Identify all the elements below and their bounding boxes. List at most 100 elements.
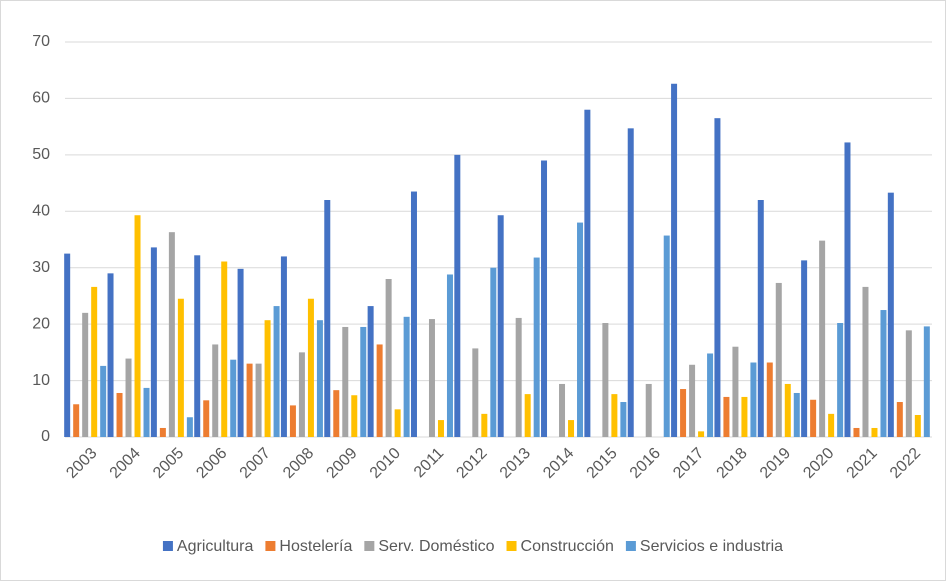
bar [360, 326, 367, 437]
bar [194, 255, 201, 437]
bar [671, 83, 678, 437]
legend-swatch [506, 541, 517, 551]
bar [837, 323, 844, 437]
bar [64, 253, 71, 437]
bar [316, 320, 323, 437]
bar [403, 316, 410, 437]
bar [620, 402, 627, 437]
bar [143, 387, 150, 437]
bar [541, 160, 548, 437]
bar [533, 257, 540, 437]
bar [107, 273, 114, 437]
bar [273, 306, 280, 437]
bar [853, 427, 860, 437]
bar [887, 192, 894, 437]
bar [150, 247, 157, 437]
bar [134, 215, 141, 437]
bar [437, 420, 444, 437]
y-tick-label: 50 [32, 146, 50, 163]
y-tick-label: 30 [32, 259, 50, 276]
bar [177, 298, 184, 437]
bar [880, 310, 887, 437]
bar [680, 389, 687, 437]
bar [602, 323, 609, 437]
bar [264, 320, 271, 437]
bar [307, 298, 314, 437]
bar [351, 395, 358, 437]
legend-swatch [265, 541, 276, 551]
bar [689, 364, 696, 437]
legend-label: Construcción [521, 538, 614, 555]
bar [159, 427, 166, 437]
bar [280, 256, 287, 437]
bar [871, 427, 878, 437]
bar [82, 312, 89, 437]
bar [698, 431, 705, 437]
y-tick-label: 70 [32, 33, 50, 50]
bar [186, 417, 193, 437]
bar [394, 409, 401, 437]
bar [428, 319, 435, 437]
bar [203, 400, 210, 437]
bar [454, 154, 461, 437]
legend: Agricultura Hostelería Serv. Doméstico Cons… [162, 538, 783, 555]
bar [410, 191, 417, 437]
bar [784, 383, 791, 437]
bar [862, 286, 869, 437]
bar [775, 282, 782, 437]
bar [515, 317, 522, 437]
bar [116, 392, 123, 437]
bar [73, 404, 80, 437]
bar [472, 348, 479, 437]
bar [524, 394, 531, 437]
bar [714, 118, 721, 437]
legend-label: Hostelería [279, 538, 352, 555]
y-tick-label: 10 [32, 372, 50, 389]
y-tick-label: 60 [32, 90, 50, 107]
bar [324, 200, 331, 437]
bar [741, 396, 748, 437]
bar [723, 396, 730, 437]
bar [801, 260, 808, 437]
bar [289, 405, 296, 437]
bar [342, 326, 349, 437]
bar [376, 344, 383, 437]
bar [732, 346, 739, 437]
bar [819, 240, 826, 437]
bar [333, 390, 340, 437]
bar [168, 232, 175, 437]
bar [490, 267, 497, 437]
bar [497, 215, 504, 437]
bar [914, 414, 921, 437]
bar [559, 383, 566, 437]
bar [611, 394, 618, 437]
legend-label: Serv. Doméstico [378, 538, 494, 555]
bar [255, 363, 262, 437]
bar [298, 352, 305, 437]
y-tick-label: 40 [32, 203, 50, 220]
bar [91, 286, 98, 437]
bar [577, 222, 584, 437]
bar [766, 362, 773, 437]
bar [446, 274, 453, 437]
bar [896, 402, 903, 437]
bar [246, 363, 253, 437]
bar [100, 365, 107, 437]
bar [793, 392, 800, 437]
bar [212, 344, 219, 437]
bar [481, 413, 488, 437]
bar [810, 399, 817, 437]
bar [237, 268, 244, 437]
legend-swatch [162, 541, 173, 551]
bar [905, 330, 912, 437]
bar [221, 261, 228, 437]
legend-swatch [364, 541, 375, 551]
bar [707, 353, 714, 437]
bar [125, 358, 132, 437]
bar [230, 359, 237, 437]
bar [568, 420, 575, 437]
bar [645, 383, 652, 437]
bar [584, 109, 591, 437]
bar [627, 128, 634, 438]
